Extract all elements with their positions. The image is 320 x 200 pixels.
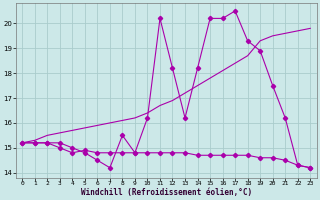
- X-axis label: Windchill (Refroidissement éolien,°C): Windchill (Refroidissement éolien,°C): [81, 188, 252, 197]
